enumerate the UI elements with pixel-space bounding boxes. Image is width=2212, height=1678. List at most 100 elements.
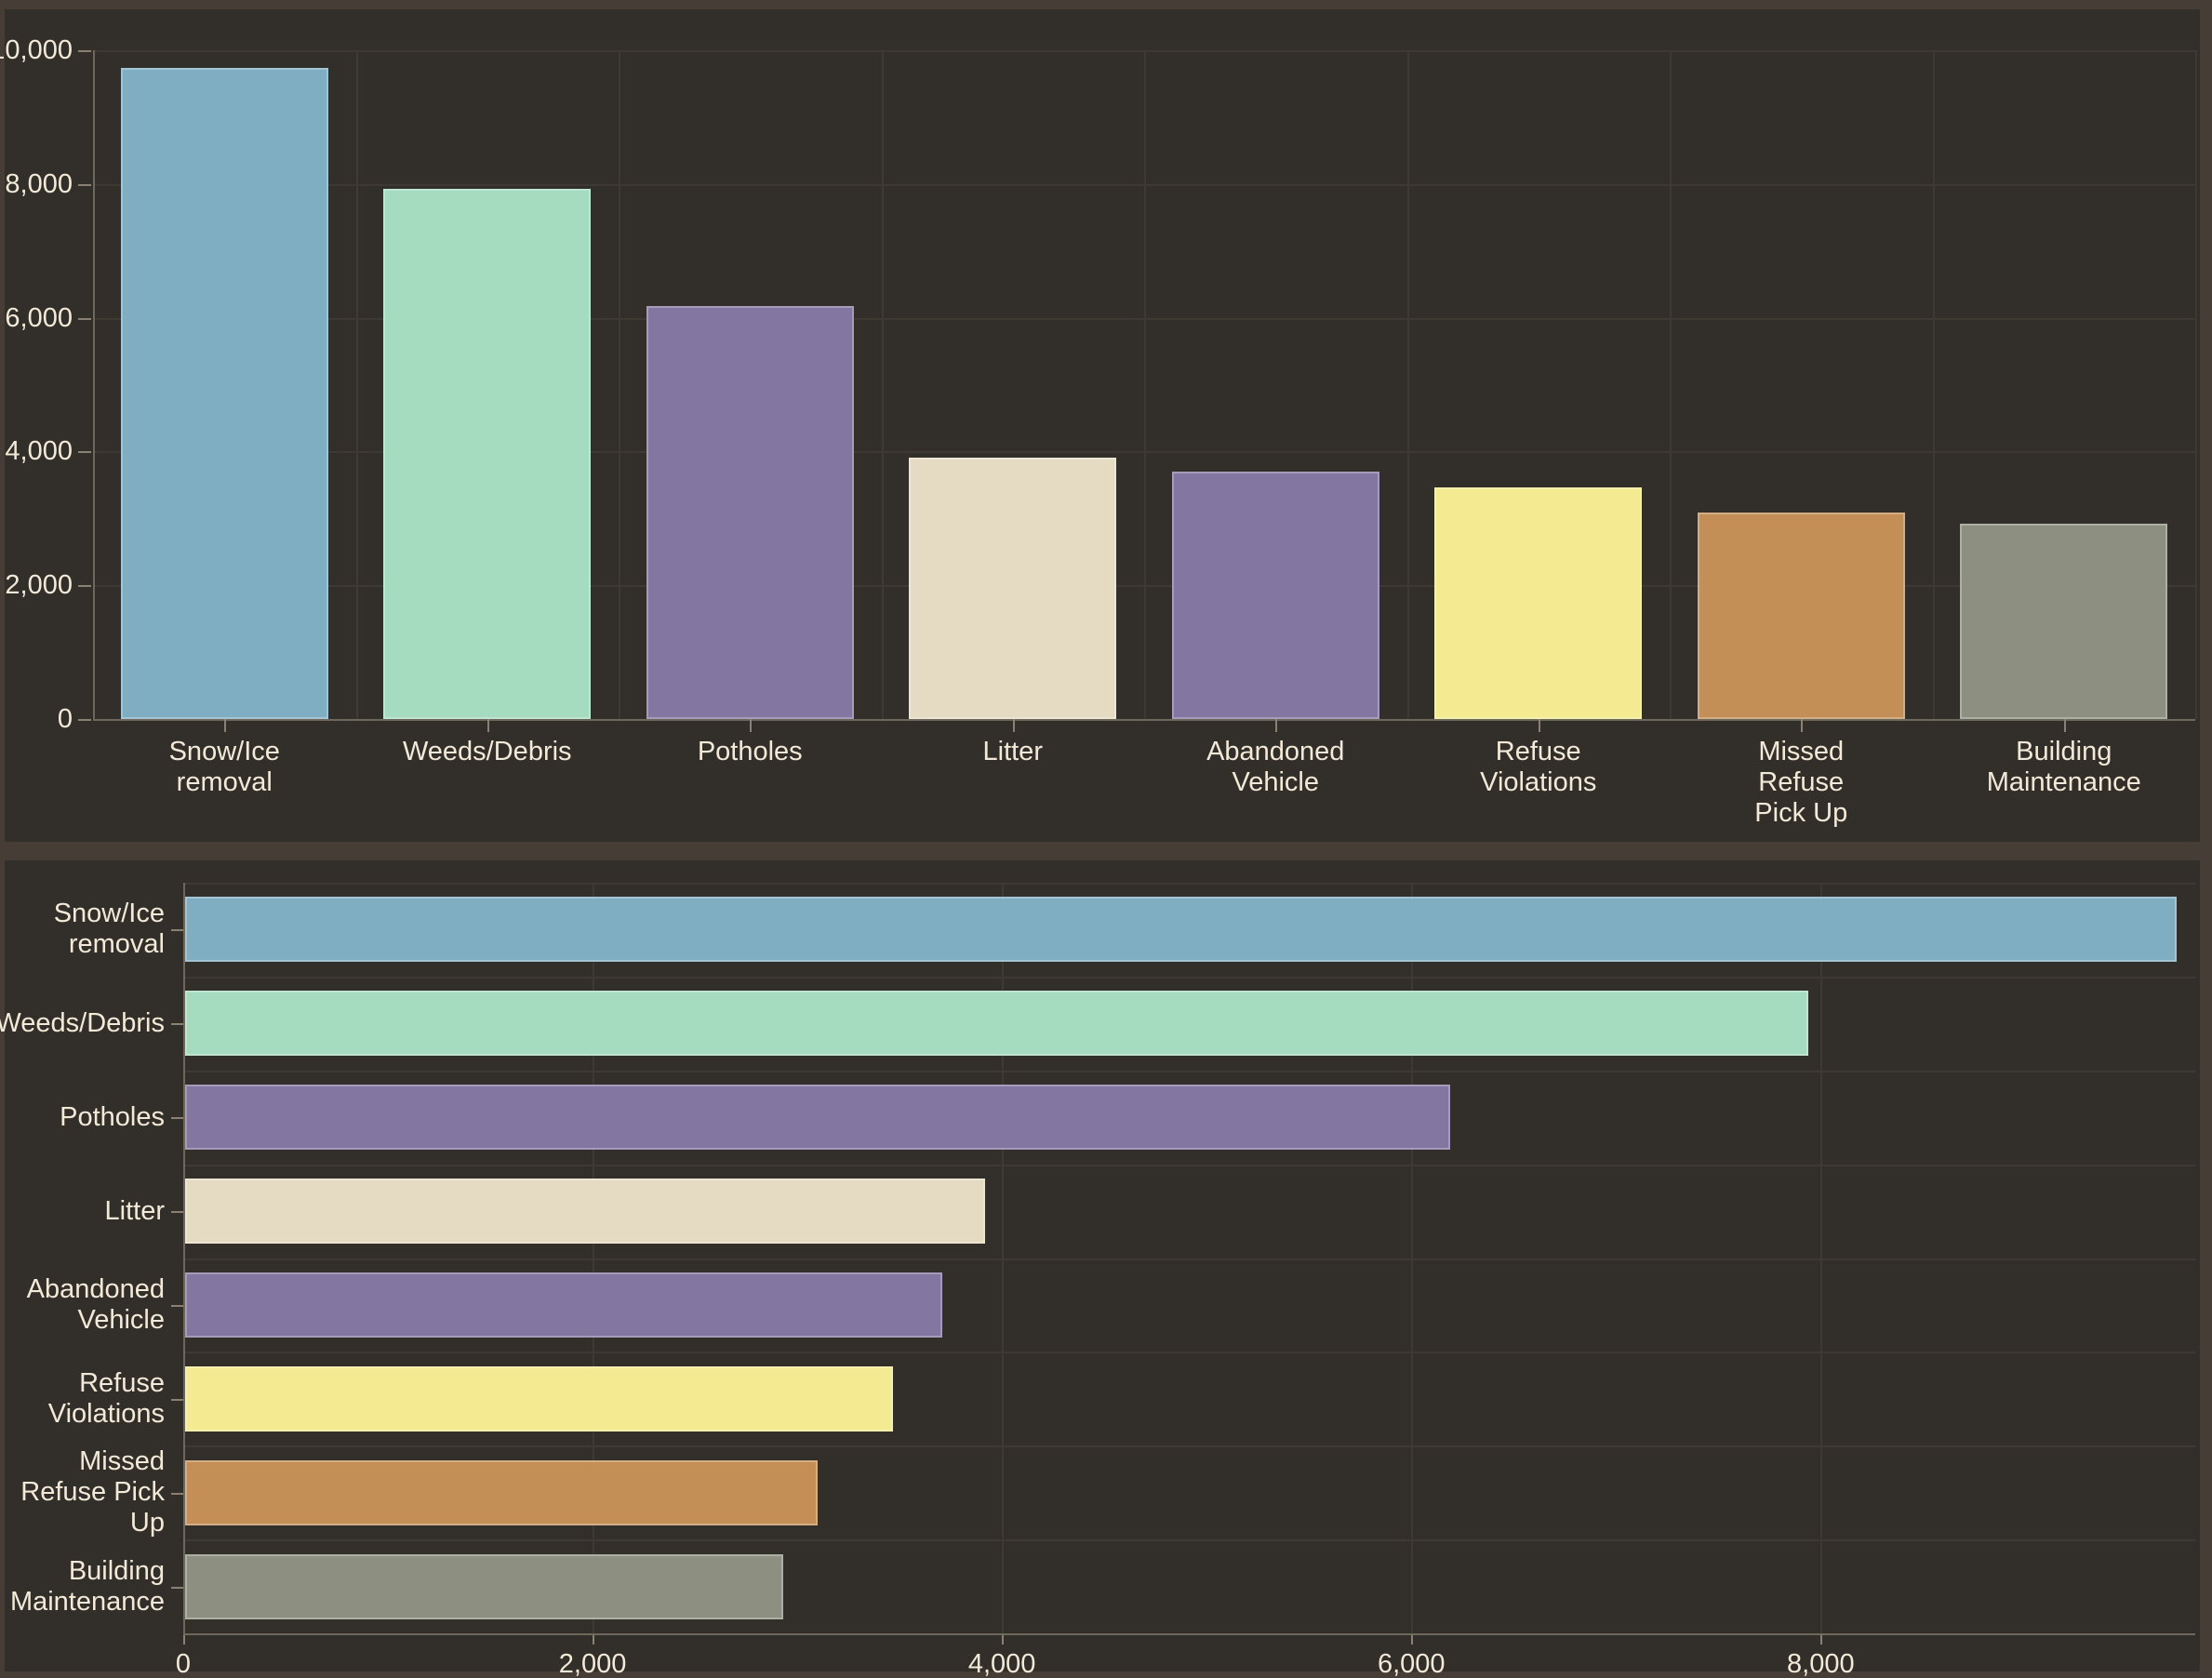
x-axis-tick: [183, 1633, 185, 1645]
category-label: Snow/Ice removal: [0, 883, 165, 977]
y-axis-tick-label: 4,000: [5, 436, 73, 467]
row-gridline: [183, 1070, 2195, 1072]
x-axis-tick: [224, 719, 227, 732]
row-gridline: [183, 1445, 2195, 1448]
x-axis-tick: [1801, 719, 1804, 732]
y-axis-tick: [78, 585, 91, 588]
value-gridline: [93, 183, 2195, 186]
bar-snow-ice-removal[interactable]: [185, 897, 2177, 963]
category-label-text: Missed Refuse Pick Up: [20, 1446, 165, 1538]
y-axis-tick: [78, 719, 91, 721]
y-axis-tick: [171, 1398, 183, 1401]
y-axis-tick: [78, 451, 91, 454]
x-axis-tick: [750, 719, 753, 732]
y-axis-line: [183, 883, 185, 1633]
category-gridline: [355, 50, 358, 719]
bar-missed-refuse-pick-up[interactable]: [1697, 512, 1905, 719]
value-gridline: [1411, 883, 1414, 1633]
value-gridline: [1002, 883, 1005, 1633]
row-gridline: [183, 1539, 2195, 1542]
x-axis-tick: [2063, 719, 2066, 732]
horizontal-bar-chart-panel: 0 2,000 4,000 6,000 8,000 Snow/Ice removal Wee…: [0, 860, 2200, 1678]
bar-weeds-debris[interactable]: [383, 188, 592, 719]
category-gridline: [1406, 50, 1409, 719]
x-axis-line: [183, 1633, 2195, 1635]
bar-building-maintenance[interactable]: [185, 1553, 783, 1619]
category-label: Snow/Ice removal: [168, 737, 280, 797]
bar-abandoned-vehicle[interactable]: [1171, 471, 1379, 719]
category-label-text: Snow/Ice removal: [53, 899, 165, 960]
x-axis-tick-label: 4,000: [967, 1649, 1036, 1678]
bar-missed-refuse-pick-up[interactable]: [185, 1459, 818, 1525]
bar-refuse-violations[interactable]: [185, 1365, 894, 1432]
x-axis-tick-label: 0: [175, 1649, 192, 1678]
category-gridline: [1144, 50, 1146, 719]
x-axis-tick: [486, 719, 489, 732]
category-label: Missed Refuse Pick Up: [0, 1445, 165, 1539]
category-label: Refuse Violations: [0, 1352, 165, 1445]
y-axis-line: [93, 50, 95, 719]
row-gridline: [183, 976, 2195, 979]
category-gridline: [619, 50, 620, 719]
bar-refuse-violations[interactable]: [1434, 487, 1643, 719]
value-gridline: [93, 585, 2195, 588]
y-axis-tick: [171, 1211, 183, 1214]
bar-abandoned-vehicle[interactable]: [185, 1272, 943, 1338]
bar-building-maintenance[interactable]: [1960, 524, 2168, 719]
y-axis-tick-label: 8,000: [5, 168, 73, 199]
y-axis-tick: [171, 1586, 183, 1589]
category-gridline: [2195, 50, 2197, 719]
category-label-text: Weeds/Debris: [0, 1007, 165, 1038]
value-gridline: [93, 451, 2195, 454]
bar-potholes[interactable]: [185, 1085, 1450, 1151]
category-label: Building Maintenance: [0, 1539, 165, 1633]
value-gridline: [1820, 883, 1823, 1633]
category-label-text: Refuse Violations: [47, 1367, 165, 1429]
row-gridline: [183, 883, 2195, 885]
y-axis-tick: [171, 929, 183, 932]
category-label: Weeds/Debris: [402, 737, 572, 766]
x-axis-tick: [1538, 719, 1540, 732]
row-gridline: [183, 1352, 2195, 1354]
x-axis-tick: [1820, 1633, 1823, 1645]
y-axis-tick: [171, 1304, 183, 1307]
category-label: Litter: [982, 737, 1043, 766]
x-axis-tick: [1002, 1633, 1005, 1645]
x-axis-tick: [1411, 1633, 1414, 1645]
bar-weeds-debris[interactable]: [185, 991, 1808, 1057]
y-axis-tick: [171, 1117, 183, 1120]
bar-snow-ice-removal[interactable]: [120, 68, 328, 719]
bar-litter[interactable]: [185, 1179, 986, 1245]
x-axis-tick: [1275, 719, 1278, 732]
category-label: Refuse Violations: [1480, 737, 1597, 797]
x-axis-tick: [593, 1633, 595, 1645]
category-label: Abandoned Vehicle: [0, 1258, 165, 1352]
category-label-text: Litter: [104, 1195, 165, 1226]
category-label: Potholes: [697, 737, 803, 766]
y-axis-tick-label: 10,000: [0, 35, 73, 65]
x-axis-line: [93, 719, 2195, 721]
category-gridline: [1670, 50, 1672, 719]
x-axis-tick-label: 6,000: [1377, 1649, 1446, 1678]
x-axis-tick-label: 8,000: [1787, 1649, 1855, 1678]
category-label-text: Abandoned Vehicle: [26, 1273, 165, 1335]
row-gridline: [183, 1258, 2195, 1260]
y-axis-tick-label: 2,000: [5, 570, 73, 601]
bar-litter[interactable]: [909, 457, 1117, 719]
y-axis-tick: [78, 50, 91, 52]
x-axis-tick: [1012, 719, 1015, 732]
y-axis-tick-label: 6,000: [5, 302, 73, 333]
y-axis-tick: [78, 317, 91, 320]
category-gridline: [881, 50, 884, 719]
y-axis-tick: [171, 1023, 183, 1026]
row-gridline: [183, 1164, 2195, 1166]
bar-potholes[interactable]: [646, 305, 854, 719]
category-label: Building Maintenance: [1986, 737, 2141, 797]
value-gridline: [593, 883, 595, 1633]
category-gridline: [1932, 50, 1935, 719]
category-label: Missed Refuse Pick Up: [1754, 737, 1848, 828]
category-label-text: Building Maintenance: [9, 1555, 165, 1617]
y-axis-tick: [171, 1492, 183, 1495]
category-label: Litter: [0, 1165, 165, 1258]
